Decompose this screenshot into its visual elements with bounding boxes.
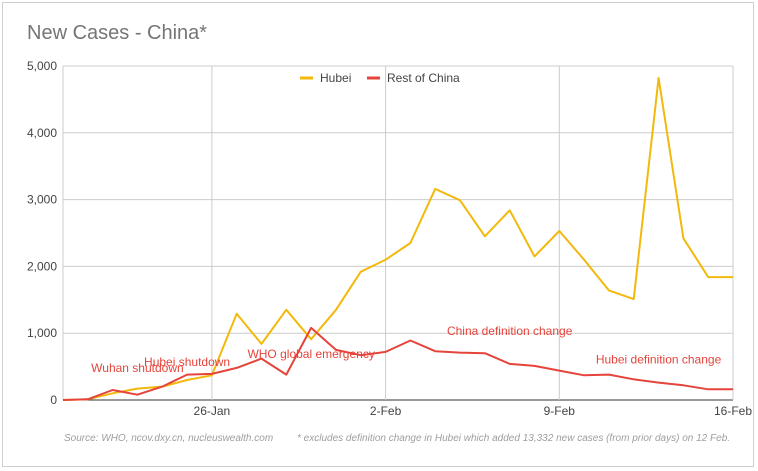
annotation-2: WHO global emergency	[247, 347, 374, 361]
series-lines	[62, 77, 733, 401]
legend: Hubei Rest of China	[300, 71, 460, 85]
y-tick-label: 0	[50, 393, 57, 407]
y-tick-label: 3,000	[27, 193, 57, 207]
annotation-1: Hubei shutdown	[144, 355, 230, 369]
y-axis-ticks: 0 1,000 2,000 3,000 4,000 5,000	[27, 59, 57, 407]
series-line-1	[62, 326, 733, 401]
x-axis-ticks: 26-Jan 2-Feb 9-Feb 16-Feb	[194, 404, 753, 418]
y-tick-label: 2,000	[27, 259, 57, 273]
footnote: * excludes definition change in Hubei wh…	[297, 433, 731, 444]
legend-label-1: Rest of China	[387, 71, 460, 85]
annotation-3: China definition change	[447, 324, 573, 338]
y-tick-label: 4,000	[27, 126, 57, 140]
x-tick-label: 9-Feb	[544, 404, 576, 418]
legend-label-0: Hubei	[320, 71, 351, 85]
x-tick-label: 16-Feb	[714, 404, 752, 418]
x-tick-label: 26-Jan	[194, 404, 231, 418]
grid-lines	[62, 65, 734, 401]
series-line-0	[62, 77, 733, 401]
source-note: Source: WHO, ncov.dxy.cn, nucleuswealth.…	[64, 433, 274, 444]
annotation-4: Hubei definition change	[596, 352, 722, 366]
y-tick-label: 1,000	[27, 326, 57, 340]
y-tick-label: 5,000	[27, 59, 57, 73]
chart-title: New Cases - China*	[27, 22, 208, 44]
x-tick-label: 2-Feb	[370, 404, 402, 418]
annotation-0: Wuhan shutdown	[91, 361, 184, 375]
